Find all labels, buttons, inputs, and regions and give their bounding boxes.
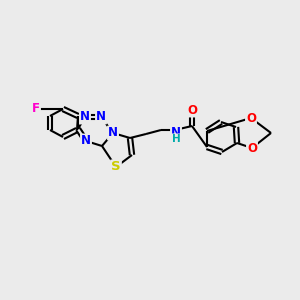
Text: N: N (108, 127, 118, 140)
Text: N: N (171, 125, 181, 139)
Text: S: S (111, 160, 121, 173)
Text: O: O (187, 103, 197, 116)
Text: O: O (247, 142, 257, 154)
Text: N: N (81, 134, 91, 148)
Text: N: N (80, 110, 90, 124)
Text: N: N (96, 110, 106, 124)
Text: F: F (32, 103, 40, 116)
Text: H: H (172, 134, 180, 144)
Text: O: O (246, 112, 256, 124)
